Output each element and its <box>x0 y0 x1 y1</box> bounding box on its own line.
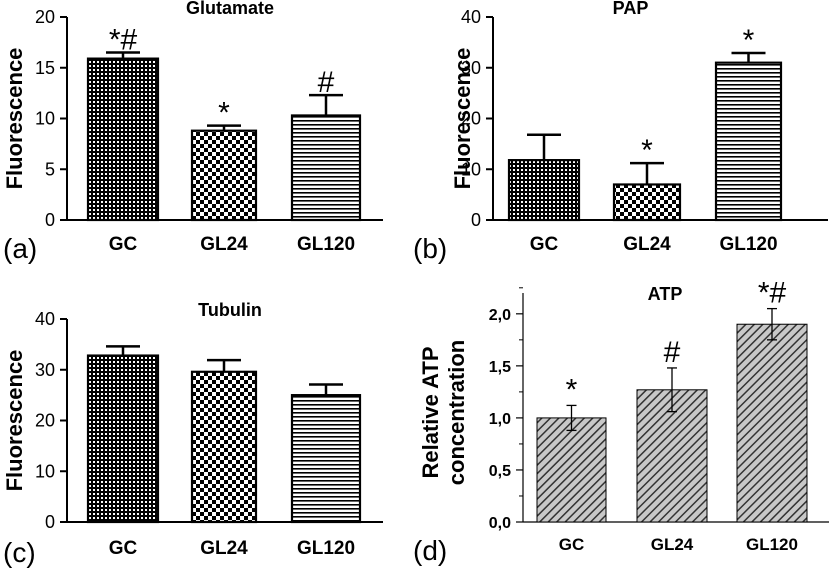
chart-title: ATP <box>648 284 683 304</box>
bar-GL120 <box>736 323 808 523</box>
x-category-label: GL120 <box>297 538 355 559</box>
y-tick-label: 30 <box>461 58 481 78</box>
x-category-label: GL120 <box>719 234 777 255</box>
bar-GC <box>86 354 160 524</box>
bar-GL120 <box>290 114 362 222</box>
y-tick-label: 10 <box>35 461 55 481</box>
y-tick-label: 40 <box>35 309 55 329</box>
chart-panel-3: 0 10 20 30 40 GC GL24 GL120 Tubulin Fluorescence (… <box>2 300 383 568</box>
significance-mark: * <box>218 97 230 130</box>
panel-label: (c) <box>3 537 36 568</box>
x-category-label: GC <box>109 234 138 255</box>
y-tick-label: 20 <box>35 411 55 431</box>
y-tick-label: 1,5 <box>489 359 511 376</box>
y-tick-label: 20 <box>35 7 55 27</box>
y-tick-label: 0 <box>45 210 55 230</box>
y-axis-label: Fluorescence <box>450 48 475 190</box>
y-tick-label: 40 <box>461 7 481 27</box>
bar-GL120 <box>714 61 783 222</box>
y-tick-label: 0 <box>45 512 55 532</box>
x-category-label: GL24 <box>623 234 671 255</box>
y-tick-label: 15 <box>35 58 55 78</box>
chart-title: Glutamate <box>186 0 274 18</box>
significance-mark: # <box>318 66 335 99</box>
bar-GC <box>86 57 160 222</box>
panel-label: (b) <box>413 233 447 264</box>
chart-title: Tubulin <box>198 300 262 320</box>
chart-panel-1: 0 5 10 15 20 *# GC * GL24 # GL120 Glutamate Fluoresc… <box>2 0 383 264</box>
y-tick-label: 0,5 <box>489 463 511 480</box>
significance-mark: *# <box>109 24 138 57</box>
significance-mark: * <box>641 134 653 167</box>
x-category-label: GL24 <box>200 538 248 559</box>
bar-GL24 <box>190 370 258 524</box>
y-tick-label: 5 <box>45 159 55 179</box>
x-category-label: GL120 <box>297 234 355 255</box>
significance-mark: * <box>566 373 578 406</box>
panel-label: (a) <box>3 233 37 264</box>
significance-mark: # <box>664 336 681 369</box>
x-category-label: GL24 <box>200 234 248 255</box>
bar-GL24 <box>190 129 258 222</box>
x-category-label: GC <box>109 538 138 559</box>
chart-panel-4: 0,0 0,5 1,0 1,5 2,0 * GC # GL24 *# GL120 ATP Relativ… <box>413 277 829 566</box>
y-tick-label: 30 <box>35 360 55 380</box>
x-category-label: GL120 <box>746 535 798 554</box>
y-tick-label: 2,0 <box>489 307 511 324</box>
y-axis-label: Fluorescence <box>2 350 27 492</box>
bar-GC <box>507 159 581 222</box>
x-category-label: GC <box>559 535 585 554</box>
bar-GL120 <box>290 394 362 524</box>
x-category-label: GL24 <box>651 535 694 554</box>
y-axis-label: Relative ATPconcentration <box>418 340 469 485</box>
y-axis-label: Fluorescence <box>2 48 27 190</box>
y-tick-label: 10 <box>461 159 481 179</box>
y-tick-label: 0 <box>471 210 481 230</box>
y-tick-label: 1,0 <box>489 411 511 428</box>
bar-GC <box>536 417 607 523</box>
chart-title: PAP <box>613 0 649 18</box>
panel-label: (d) <box>413 535 447 566</box>
significance-mark: *# <box>758 277 787 310</box>
y-tick-label: 0,0 <box>489 515 511 532</box>
x-category-label: GC <box>530 234 559 255</box>
bar-GL24 <box>612 183 682 222</box>
significance-mark: * <box>743 24 755 57</box>
y-tick-label: 20 <box>461 109 481 129</box>
y-tick-label: 10 <box>35 109 55 129</box>
chart-panel-2: 0 10 20 30 40 GC * GL24 * GL120 PAP Fluorescence (b) <box>413 0 828 264</box>
